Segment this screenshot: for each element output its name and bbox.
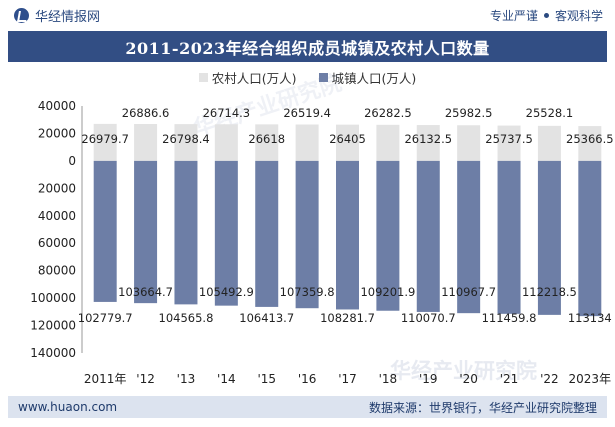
x-tick-label: '15 (257, 372, 276, 386)
y-tick-label: 120000 (30, 319, 76, 333)
data-label-urban: 112218.5 (522, 285, 577, 299)
slogan-left: 专业严谨 (489, 8, 538, 23)
data-label-urban: 106413.7 (239, 311, 294, 325)
data-label-rural: 26282.5 (364, 106, 412, 120)
brand-name: 华经情报网 (35, 9, 101, 25)
data-label-urban: 110967.7 (441, 285, 496, 299)
data-label-urban: 103664.7 (118, 285, 173, 299)
bar-urban (416, 160, 440, 312)
bar-urban (497, 160, 521, 314)
bar-rural (537, 125, 561, 161)
y-tick-label: 20000 (38, 181, 76, 195)
y-tick-label: 40000 (38, 209, 76, 223)
x-tick-label: '19 (419, 372, 438, 386)
footer-source: 数据来源：世界银行，华经产业研究院整理 (368, 400, 597, 415)
bar-urban (255, 160, 279, 307)
data-label-urban: 113134 (568, 311, 612, 325)
data-label-urban: 111459.8 (482, 311, 537, 325)
y-tick-label: 100000 (30, 291, 76, 305)
bar-rural (134, 123, 158, 161)
data-label-rural: 26405 (329, 132, 366, 146)
bar-urban (295, 160, 319, 309)
data-label-rural: 25528.1 (526, 106, 574, 120)
bar-rural (376, 124, 400, 161)
data-label-rural: 26886.6 (122, 106, 170, 120)
data-label-urban: 107359.8 (280, 285, 335, 299)
bar-rural (497, 125, 521, 161)
x-tick-label: 2011年 (84, 372, 127, 386)
footer-website: www.huaon.com (18, 400, 118, 414)
bar-rural (295, 124, 319, 161)
legend: 农村人口(万人) 城镇人口(万人) (0, 68, 615, 86)
bar-urban (93, 160, 117, 302)
data-label-rural: 25366.5 (566, 132, 614, 146)
x-tick-label: '16 (298, 372, 317, 386)
x-tick-label: '13 (177, 372, 196, 386)
bar-rural (457, 125, 481, 161)
data-label-urban: 110070.7 (401, 311, 456, 325)
y-tick-label: 60000 (38, 236, 76, 250)
bar-urban (578, 160, 602, 317)
data-label-rural: 26798.4 (162, 132, 210, 146)
data-label-rural: 25737.5 (485, 132, 533, 146)
bar-rural (174, 124, 198, 161)
bar-urban (376, 160, 400, 311)
x-tick-label: '12 (136, 372, 155, 386)
x-tick-label: '14 (217, 372, 236, 386)
y-tick-label: 140000 (30, 346, 76, 360)
bar-urban (537, 160, 561, 315)
bar-rural (336, 124, 359, 161)
bar-rural (578, 126, 602, 161)
data-label-urban: 105492.9 (199, 285, 254, 299)
legend-item-rural: 农村人口(万人) (198, 68, 297, 86)
legend-label-rural: 农村人口(万人) (211, 70, 297, 86)
data-label-rural: 26979.7 (81, 132, 129, 146)
bar-rural (93, 123, 117, 161)
x-tick-label: '21 (500, 372, 519, 386)
data-label-rural: 26519.4 (283, 106, 331, 120)
x-tick-label: '18 (379, 372, 398, 386)
y-tick-label: 20000 (38, 126, 76, 140)
bar-urban (336, 160, 359, 310)
slogan: 专业严谨 客观科学 (490, 7, 603, 24)
data-label-rural: 26618 (248, 132, 285, 146)
legend-item-urban: 城镇人口(万人) (318, 68, 417, 86)
data-label-urban: 102779.7 (78, 311, 133, 325)
y-tick-label: 80000 (38, 264, 76, 278)
logo-icon (14, 7, 29, 23)
data-label-urban: 104565.8 (159, 311, 214, 325)
data-label-rural: 25982.5 (445, 106, 493, 120)
bar-rural (214, 124, 238, 161)
data-label-rural: 26714.3 (203, 106, 251, 120)
bar-urban (174, 160, 198, 305)
top-bar: 华经情报网 专业严谨 客观科学 (0, 0, 615, 30)
legend-swatch-urban (318, 72, 328, 82)
data-label-urban: 109201.9 (360, 285, 415, 299)
bar-rural (416, 125, 440, 161)
y-tick-label: 0 (68, 154, 76, 168)
y-tick-label: 40000 (38, 99, 76, 113)
bullet-dot-icon (543, 12, 549, 18)
brand: 华经情报网 (14, 6, 100, 25)
legend-label-urban: 城镇人口(万人) (331, 70, 417, 86)
slogan-right: 客观科学 (554, 8, 603, 23)
x-tick-label: 2023年 (569, 372, 612, 386)
data-label-rural: 26132.5 (404, 132, 452, 146)
x-tick-label: '20 (459, 372, 478, 386)
bar-rural (255, 124, 279, 161)
legend-swatch-rural (198, 72, 208, 82)
footer: www.huaon.com 数据来源：世界银行，华经产业研究院整理 (8, 396, 607, 418)
chart-title: 2011-2023年经合组织成员城镇及农村人口数量 (8, 31, 607, 62)
bar-urban (134, 160, 158, 304)
data-label-urban: 108281.7 (320, 311, 375, 325)
x-tick-label: '17 (338, 372, 357, 386)
x-tick-label: '22 (540, 372, 559, 386)
bar-urban (214, 160, 238, 306)
bar-urban (457, 160, 481, 314)
